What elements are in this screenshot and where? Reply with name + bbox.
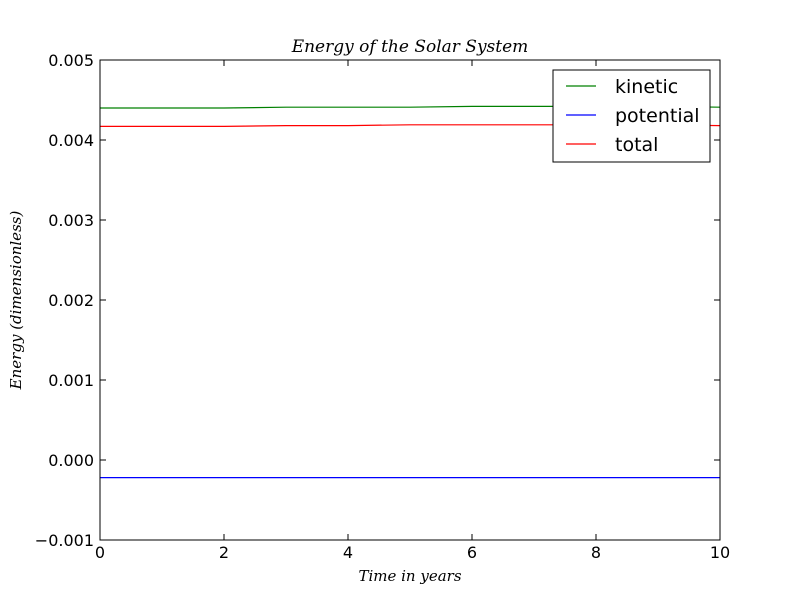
x-tick-label: 2 [219, 543, 229, 562]
y-tick-label: 0.001 [48, 371, 94, 390]
y-tick-label: −0.001 [35, 531, 94, 550]
y-tick-label: 0.002 [48, 291, 94, 310]
y-axis-title: Energy (dimensionless) [7, 211, 25, 391]
x-tick-label: 4 [343, 543, 353, 562]
x-tick-label: 10 [710, 543, 730, 562]
x-axis-title: Time in years [358, 567, 461, 585]
x-tick-label: 6 [467, 543, 477, 562]
legend-box [552, 69, 711, 163]
y-tick-label: 0.000 [48, 451, 94, 470]
legend-label-total: total [615, 134, 658, 156]
legend-label-potential: potential [615, 105, 700, 127]
ticks-layer: 0 2 4 6 8 10 −0.001 0.000 0.001 0.002 0.003 0.004 0.… [35, 51, 730, 562]
y-tick-label: 0.004 [48, 131, 94, 150]
chart-title: Energy of the Solar System [291, 37, 529, 57]
plot-area-frame [99, 59, 721, 541]
x-tick-label: 8 [591, 543, 601, 562]
legend-label-kinetic: kinetic [615, 76, 678, 98]
legend: kinetic potential total [552, 69, 711, 163]
y-tick-label: 0.003 [48, 211, 94, 230]
y-tick-label: 0.005 [48, 51, 94, 70]
x-tick-label: 0 [95, 543, 105, 562]
